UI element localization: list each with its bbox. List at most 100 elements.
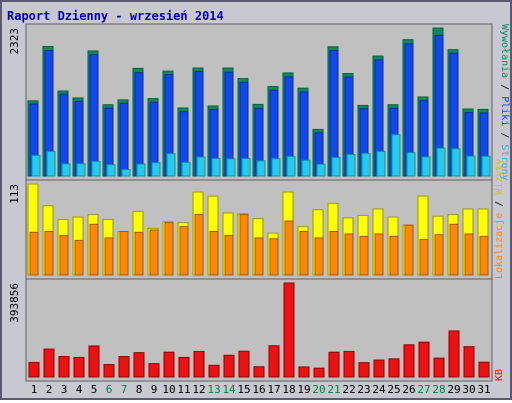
bottom-bar-kb-day-7 <box>118 355 130 378</box>
legend-pages: Strony <box>499 144 510 180</box>
top-bar-strony-day-7 <box>121 169 131 177</box>
bottom-bar-kb-day-18 <box>283 282 295 378</box>
x-tick-label-5: 5 <box>91 383 98 396</box>
middle-bar-lokalizacje-day-6 <box>104 237 114 276</box>
svg-text:Lokalizacje / Wizyty: Lokalizacje / Wizyty <box>494 159 505 279</box>
x-tick-label-16: 16 <box>252 383 265 396</box>
middle-bar-lokalizacje-day-16 <box>254 237 264 276</box>
top-bar-strony-day-19 <box>301 159 311 177</box>
bottom-bar-kb-day-13 <box>208 364 220 378</box>
x-tick-label-28: 28 <box>432 383 445 396</box>
bottom-bar-kb-day-8 <box>133 352 145 378</box>
x-tick-label-10: 10 <box>162 383 175 396</box>
bottom-bar-kb-day-25 <box>388 358 400 378</box>
middle-bar-lokalizacje-day-24 <box>374 233 384 276</box>
x-tick-label-14: 14 <box>222 383 236 396</box>
x-tick-label-11: 11 <box>177 383 190 396</box>
middle-bar-lokalizacje-day-7 <box>119 231 129 276</box>
bottom-bar-kb-day-20 <box>313 367 325 378</box>
middle-bar-lokalizacje-day-19 <box>299 231 309 276</box>
middle-bar-lokalizacje-day-27 <box>419 239 429 276</box>
x-tick-label-20: 20 <box>312 383 325 396</box>
top-bar-strony-day-14 <box>226 158 236 177</box>
middle-bar-lokalizacje-day-31 <box>479 235 489 276</box>
top-bar-strony-day-12 <box>196 156 206 177</box>
bottom-bar-kb-day-4 <box>73 356 85 378</box>
top-bar-strony-day-29 <box>451 148 461 177</box>
top-bar-strony-day-20 <box>316 163 326 177</box>
bottom-bar-kb-day-23 <box>358 362 370 378</box>
top-bar-strony-day-30 <box>466 155 476 177</box>
x-tick-label-21: 21 <box>327 383 340 396</box>
x-tick-label-13: 13 <box>207 383 220 396</box>
top-bar-strony-day-18 <box>286 155 296 177</box>
middle-bar-lokalizacje-day-2 <box>44 231 54 276</box>
chart-title: Raport Dzienny - wrzesień 2014 <box>7 9 224 23</box>
bottom-bar-kb-day-5 <box>88 345 100 378</box>
middle-bar-lokalizacje-day-15 <box>239 214 249 276</box>
bottom-bar-kb-day-10 <box>163 351 175 378</box>
bottom-bar-kb-day-12 <box>193 350 205 378</box>
legend-sites: Lokalizacje <box>494 213 505 279</box>
middle-bar-lokalizacje-day-4 <box>74 239 84 276</box>
bottom-bar-kb-day-9 <box>148 363 160 378</box>
x-tick-label-29: 29 <box>447 383 460 396</box>
bottom-bar-kb-day-29 <box>448 330 460 378</box>
middle-bar-lokalizacje-day-1 <box>29 231 39 276</box>
bot-ymax-label: 393856 <box>8 283 21 323</box>
x-tick-label-8: 8 <box>136 383 143 396</box>
bottom-bar-kb-day-26 <box>403 344 415 378</box>
x-tick-label-23: 23 <box>357 383 370 396</box>
middle-bar-lokalizacje-day-23 <box>359 235 369 276</box>
x-tick-label-19: 19 <box>297 383 310 396</box>
legend-files: Pliki <box>499 96 510 126</box>
x-tick-label-7: 7 <box>121 383 128 396</box>
x-tick-label-15: 15 <box>237 383 250 396</box>
bottom-bar-kb-day-16 <box>253 366 265 378</box>
bottom-bar-kb-day-27 <box>418 341 430 378</box>
middle-bar-lokalizacje-day-13 <box>209 231 219 276</box>
x-tick-label-2: 2 <box>46 383 53 396</box>
top-ymax-label: 2323 <box>8 28 21 55</box>
middle-bar-lokalizacje-day-18 <box>284 220 294 276</box>
bars-layer <box>27 27 491 378</box>
top-bar-strony-day-15 <box>241 158 251 177</box>
top-bar-strony-day-17 <box>271 158 281 177</box>
x-tick-label-6: 6 <box>106 383 113 396</box>
middle-bar-lokalizacje-day-12 <box>194 214 204 276</box>
x-axis-day-labels: 1 2 3 4 5 6 7 8 9 10 11 12 13 14 15 16 17 18 19 20 21 22 23 24 2… <box>31 383 491 396</box>
x-tick-label-22: 22 <box>342 383 355 396</box>
x-tick-label-3: 3 <box>61 383 68 396</box>
bottom-bar-kb-day-30 <box>463 346 475 378</box>
x-tick-label-18: 18 <box>282 383 295 396</box>
legend-visits: Wizyty <box>494 159 505 195</box>
x-tick-label-25: 25 <box>387 383 400 396</box>
top-bar-strony-day-2 <box>46 150 56 177</box>
top-bar-strony-day-10 <box>166 153 176 177</box>
middle-bar-lokalizacje-day-28 <box>434 234 444 276</box>
bottom-bar-kb-day-14 <box>223 354 235 378</box>
middle-bar-lokalizacje-day-8 <box>134 231 144 276</box>
top-bar-strony-day-26 <box>406 152 416 177</box>
middle-bar-lokalizacje-day-11 <box>179 226 189 276</box>
daily-report-chart: Raport Dzienny - wrzesień 2014 2323 113 … <box>7 9 510 396</box>
middle-bar-lokalizacje-day-3 <box>59 235 69 276</box>
right-legend: Wywołania / Pliki / Strony Lokalizacje /… <box>494 24 510 381</box>
top-bar-strony-day-3 <box>61 163 71 177</box>
middle-bar-lokalizacje-day-14 <box>224 235 234 276</box>
top-bar-strony-day-6 <box>106 164 116 177</box>
x-tick-label-31: 31 <box>477 383 490 396</box>
top-bar-strony-day-11 <box>181 161 191 177</box>
middle-bar-lokalizacje-day-5 <box>89 223 99 276</box>
bottom-bar-kb-day-11 <box>178 356 190 378</box>
x-tick-label-24: 24 <box>372 383 386 396</box>
bottom-bar-kb-day-2 <box>43 348 55 378</box>
top-bar-pliki-day-7 <box>119 102 129 177</box>
bottom-bar-kb-day-31 <box>478 361 490 378</box>
svg-text:Wywołania / Pliki / Strony: Wywołania / Pliki / Strony <box>499 24 510 181</box>
top-bar-strony-day-16 <box>256 160 266 177</box>
top-bar-strony-day-22 <box>346 153 356 177</box>
top-bar-strony-day-27 <box>421 156 431 177</box>
middle-bar-lokalizacje-day-30 <box>464 233 474 276</box>
bottom-bar-kb-day-17 <box>268 345 280 378</box>
